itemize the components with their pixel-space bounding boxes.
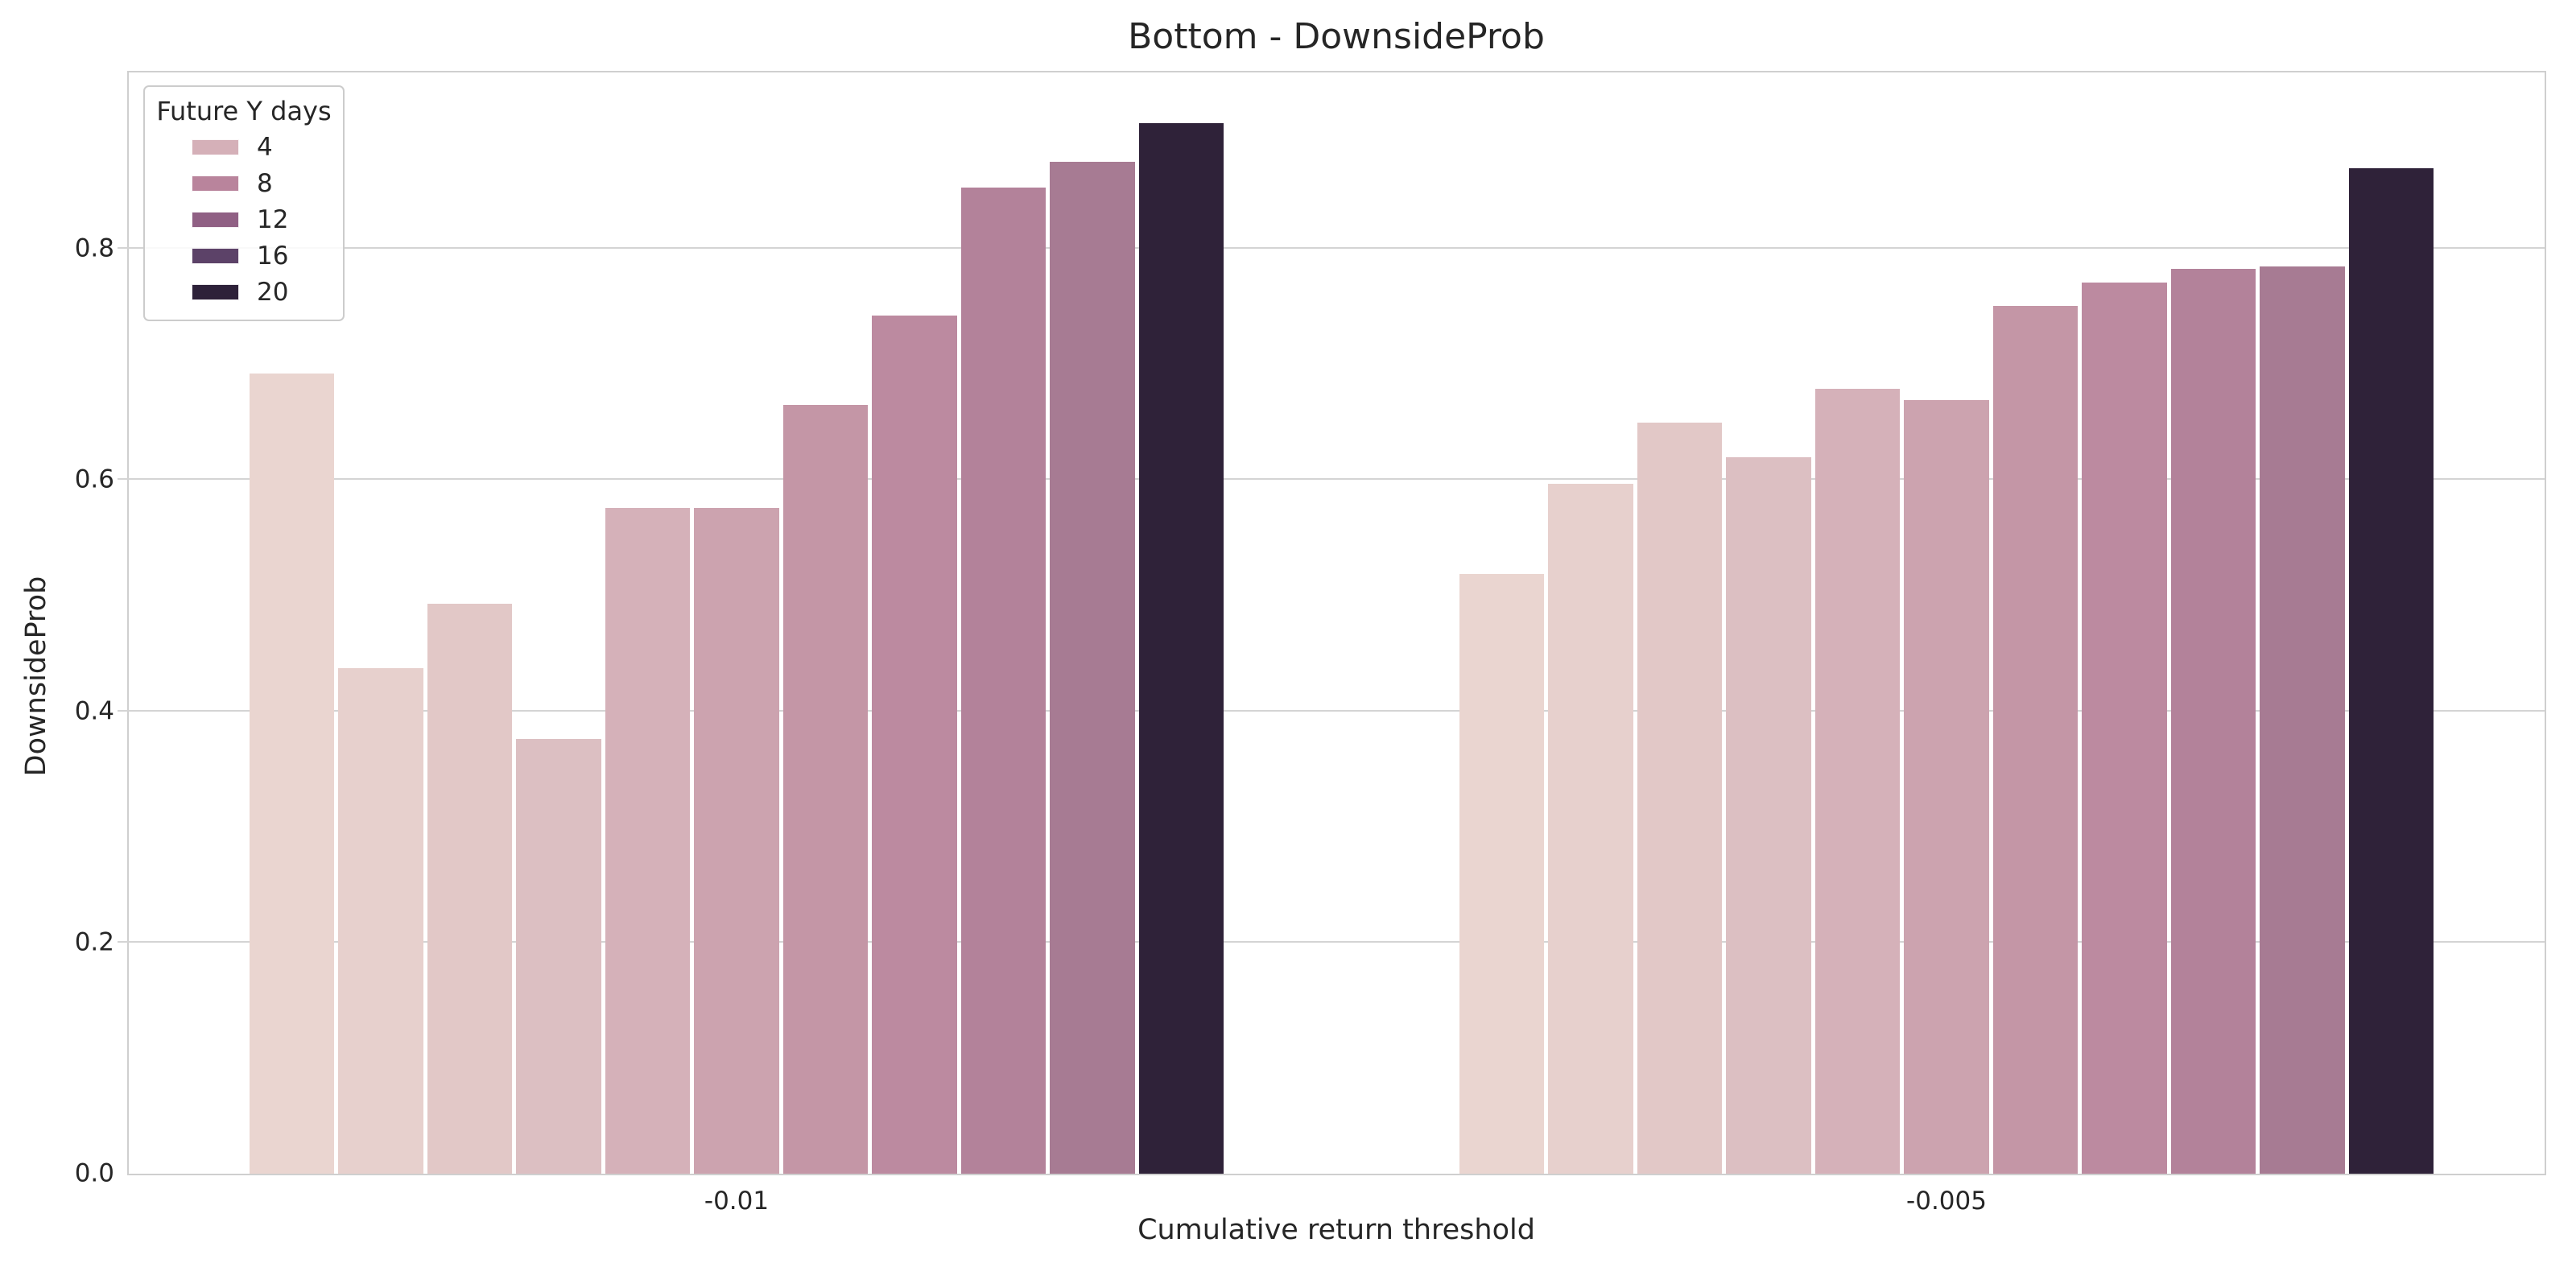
bar--0.005-h10 — [2260, 266, 2345, 1174]
y-axis-label: DownsideProb — [20, 576, 52, 777]
x-tick-label: -0.005 — [1906, 1187, 1987, 1216]
legend-label: 8 — [257, 168, 273, 198]
bar--0.01-h6 — [694, 508, 779, 1174]
bar--0.01-h2 — [338, 668, 423, 1174]
bar--0.01-h1 — [250, 374, 335, 1174]
bar--0.01-h11 — [1138, 123, 1224, 1174]
bar--0.01-h7 — [782, 405, 869, 1174]
bar--0.01-h10 — [1050, 162, 1135, 1174]
legend-item-12: 12 — [145, 201, 343, 237]
legend-label: 12 — [257, 204, 289, 234]
bar--0.01-h8 — [872, 316, 957, 1174]
bar--0.005-h5 — [1814, 389, 1901, 1174]
y-tick-label: 0.0 — [74, 1158, 114, 1188]
bar--0.005-h3 — [1637, 423, 1723, 1174]
x-axis-label: Cumulative return threshold — [1137, 1214, 1535, 1246]
bar--0.005-h6 — [1904, 400, 1989, 1174]
legend-label: 16 — [257, 241, 289, 270]
legend-swatch-icon — [192, 283, 239, 300]
legend-item-4: 4 — [145, 129, 343, 165]
legend-swatch-icon — [192, 175, 239, 192]
legend-swatch-icon — [192, 138, 239, 155]
bar--0.01-h3 — [427, 604, 513, 1174]
legend-box: Future Y days 4 8 12 16 20 — [143, 85, 345, 321]
legend-swatch-icon — [192, 211, 239, 228]
gridline-y-0.6 — [118, 478, 2545, 481]
y-tick-label: 0.2 — [74, 927, 114, 957]
gridline-y-0.4 — [118, 709, 2545, 712]
bar--0.005-h9 — [2170, 269, 2256, 1174]
bar--0.005-h8 — [2082, 283, 2167, 1174]
legend-item-20: 20 — [145, 274, 343, 310]
bar--0.005-h7 — [1992, 306, 2079, 1174]
legend-items: 4 8 12 16 20 — [145, 129, 343, 310]
bar--0.01-h5 — [605, 508, 691, 1174]
plot-area: 0.0 0.2 0.4 0.6 0.8 -0.01 -0.005 Future Y day… — [75, 71, 2546, 1216]
gridline-y-0.2 — [118, 940, 2545, 943]
bar--0.01-h9 — [960, 188, 1046, 1174]
legend-swatch-icon — [192, 247, 239, 264]
legend-label: 4 — [257, 132, 273, 162]
gridline-y-0.8 — [118, 247, 2545, 250]
x-tick-label: -0.01 — [704, 1187, 770, 1216]
y-tick-label: 0.6 — [74, 464, 114, 494]
bar--0.005-h11 — [2348, 168, 2434, 1174]
bar--0.005-h1 — [1459, 574, 1545, 1174]
bar--0.005-h4 — [1726, 457, 1811, 1174]
y-tick-label: 0.4 — [74, 696, 114, 726]
bar-group--0.005 — [1459, 168, 2434, 1174]
bar--0.005-h2 — [1548, 484, 1633, 1174]
legend-item-8: 8 — [145, 165, 343, 201]
bar-group--0.01 — [250, 123, 1224, 1174]
bar--0.01-h4 — [516, 739, 601, 1174]
chart-title: Bottom - DownsideProb — [1128, 16, 1545, 57]
legend-title: Future Y days — [156, 96, 332, 126]
legend-item-16: 16 — [145, 237, 343, 274]
legend-label: 20 — [257, 277, 289, 307]
y-tick-label: 0.8 — [74, 233, 114, 263]
